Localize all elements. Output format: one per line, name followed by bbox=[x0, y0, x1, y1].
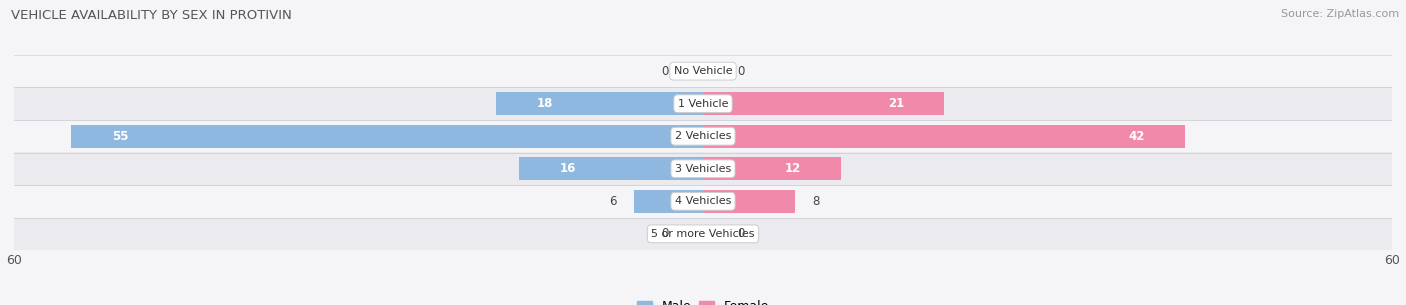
Bar bbox=[703, 124, 1185, 148]
Text: 42: 42 bbox=[1129, 130, 1144, 143]
Text: Source: ZipAtlas.com: Source: ZipAtlas.com bbox=[1281, 9, 1399, 19]
Bar bbox=[703, 190, 794, 213]
Text: 2 Vehicles: 2 Vehicles bbox=[675, 131, 731, 141]
Text: 0: 0 bbox=[661, 227, 669, 240]
Text: 0: 0 bbox=[661, 65, 669, 78]
Text: 8: 8 bbox=[813, 195, 820, 208]
Bar bbox=[14, 55, 1392, 88]
Text: 21: 21 bbox=[887, 97, 904, 110]
Legend: Male, Female: Male, Female bbox=[631, 295, 775, 305]
Text: 0: 0 bbox=[738, 65, 745, 78]
Text: 16: 16 bbox=[560, 162, 576, 175]
Bar bbox=[14, 152, 1392, 185]
Bar bbox=[519, 157, 703, 181]
Bar bbox=[14, 185, 1392, 217]
Bar bbox=[634, 190, 703, 213]
Text: 4 Vehicles: 4 Vehicles bbox=[675, 196, 731, 206]
Text: VEHICLE AVAILABILITY BY SEX IN PROTIVIN: VEHICLE AVAILABILITY BY SEX IN PROTIVIN bbox=[11, 9, 292, 22]
Text: 1 Vehicle: 1 Vehicle bbox=[678, 99, 728, 109]
Bar bbox=[72, 124, 703, 148]
Bar bbox=[703, 157, 841, 181]
Bar bbox=[703, 92, 945, 115]
Text: 6: 6 bbox=[609, 195, 617, 208]
Text: No Vehicle: No Vehicle bbox=[673, 66, 733, 76]
Bar bbox=[14, 217, 1392, 250]
Text: 18: 18 bbox=[537, 97, 553, 110]
Text: 0: 0 bbox=[738, 227, 745, 240]
Bar bbox=[14, 120, 1392, 152]
Bar bbox=[14, 88, 1392, 120]
Text: 12: 12 bbox=[785, 162, 800, 175]
Bar bbox=[496, 92, 703, 115]
Text: 5 or more Vehicles: 5 or more Vehicles bbox=[651, 229, 755, 239]
Text: 55: 55 bbox=[111, 130, 128, 143]
Text: 3 Vehicles: 3 Vehicles bbox=[675, 164, 731, 174]
